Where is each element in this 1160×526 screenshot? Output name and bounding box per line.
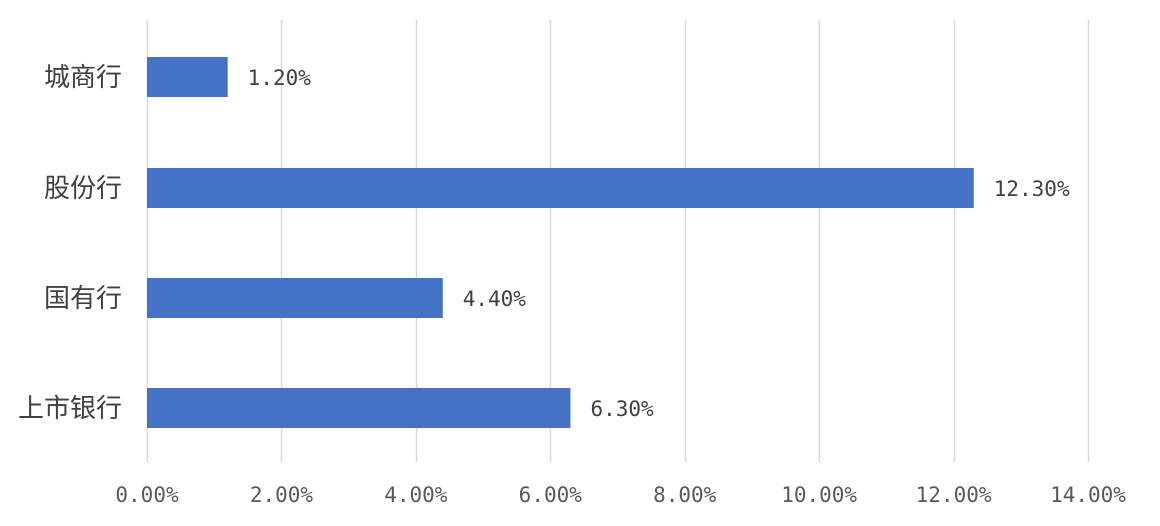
x-tick-label: 0.00% <box>115 483 179 507</box>
bar-3 <box>147 388 571 428</box>
category-label: 城商行 <box>44 63 122 93</box>
x-tick-label: 8.00% <box>653 483 717 507</box>
gridlines <box>146 20 1090 462</box>
category-label: 股份行 <box>44 174 122 204</box>
x-tick-label: 2.00% <box>250 483 314 507</box>
x-tick-label: 14.00% <box>1050 483 1126 507</box>
value-label: 6.30% <box>590 397 654 421</box>
value-label: 1.20% <box>248 66 312 90</box>
bar-2 <box>147 278 443 318</box>
bar-0 <box>147 57 228 97</box>
x-tick-label: 4.00% <box>384 483 448 507</box>
value-labels: 1.20% 12.30% 4.40% 6.30% <box>248 66 1070 421</box>
category-label: 国有行 <box>44 284 122 314</box>
category-label: 上市银行 <box>18 394 122 424</box>
x-tick-labels: 0.00% 2.00% 4.00% 6.00% 8.00% 10.00% 12.00% 14.… <box>115 483 1126 507</box>
bar-1 <box>147 168 974 208</box>
value-label: 12.30% <box>994 177 1070 201</box>
x-tick-label: 10.00% <box>781 483 857 507</box>
x-tick-label: 12.00% <box>916 483 992 507</box>
x-tick-label: 6.00% <box>519 483 583 507</box>
bars <box>147 57 974 428</box>
value-label: 4.40% <box>463 287 527 311</box>
